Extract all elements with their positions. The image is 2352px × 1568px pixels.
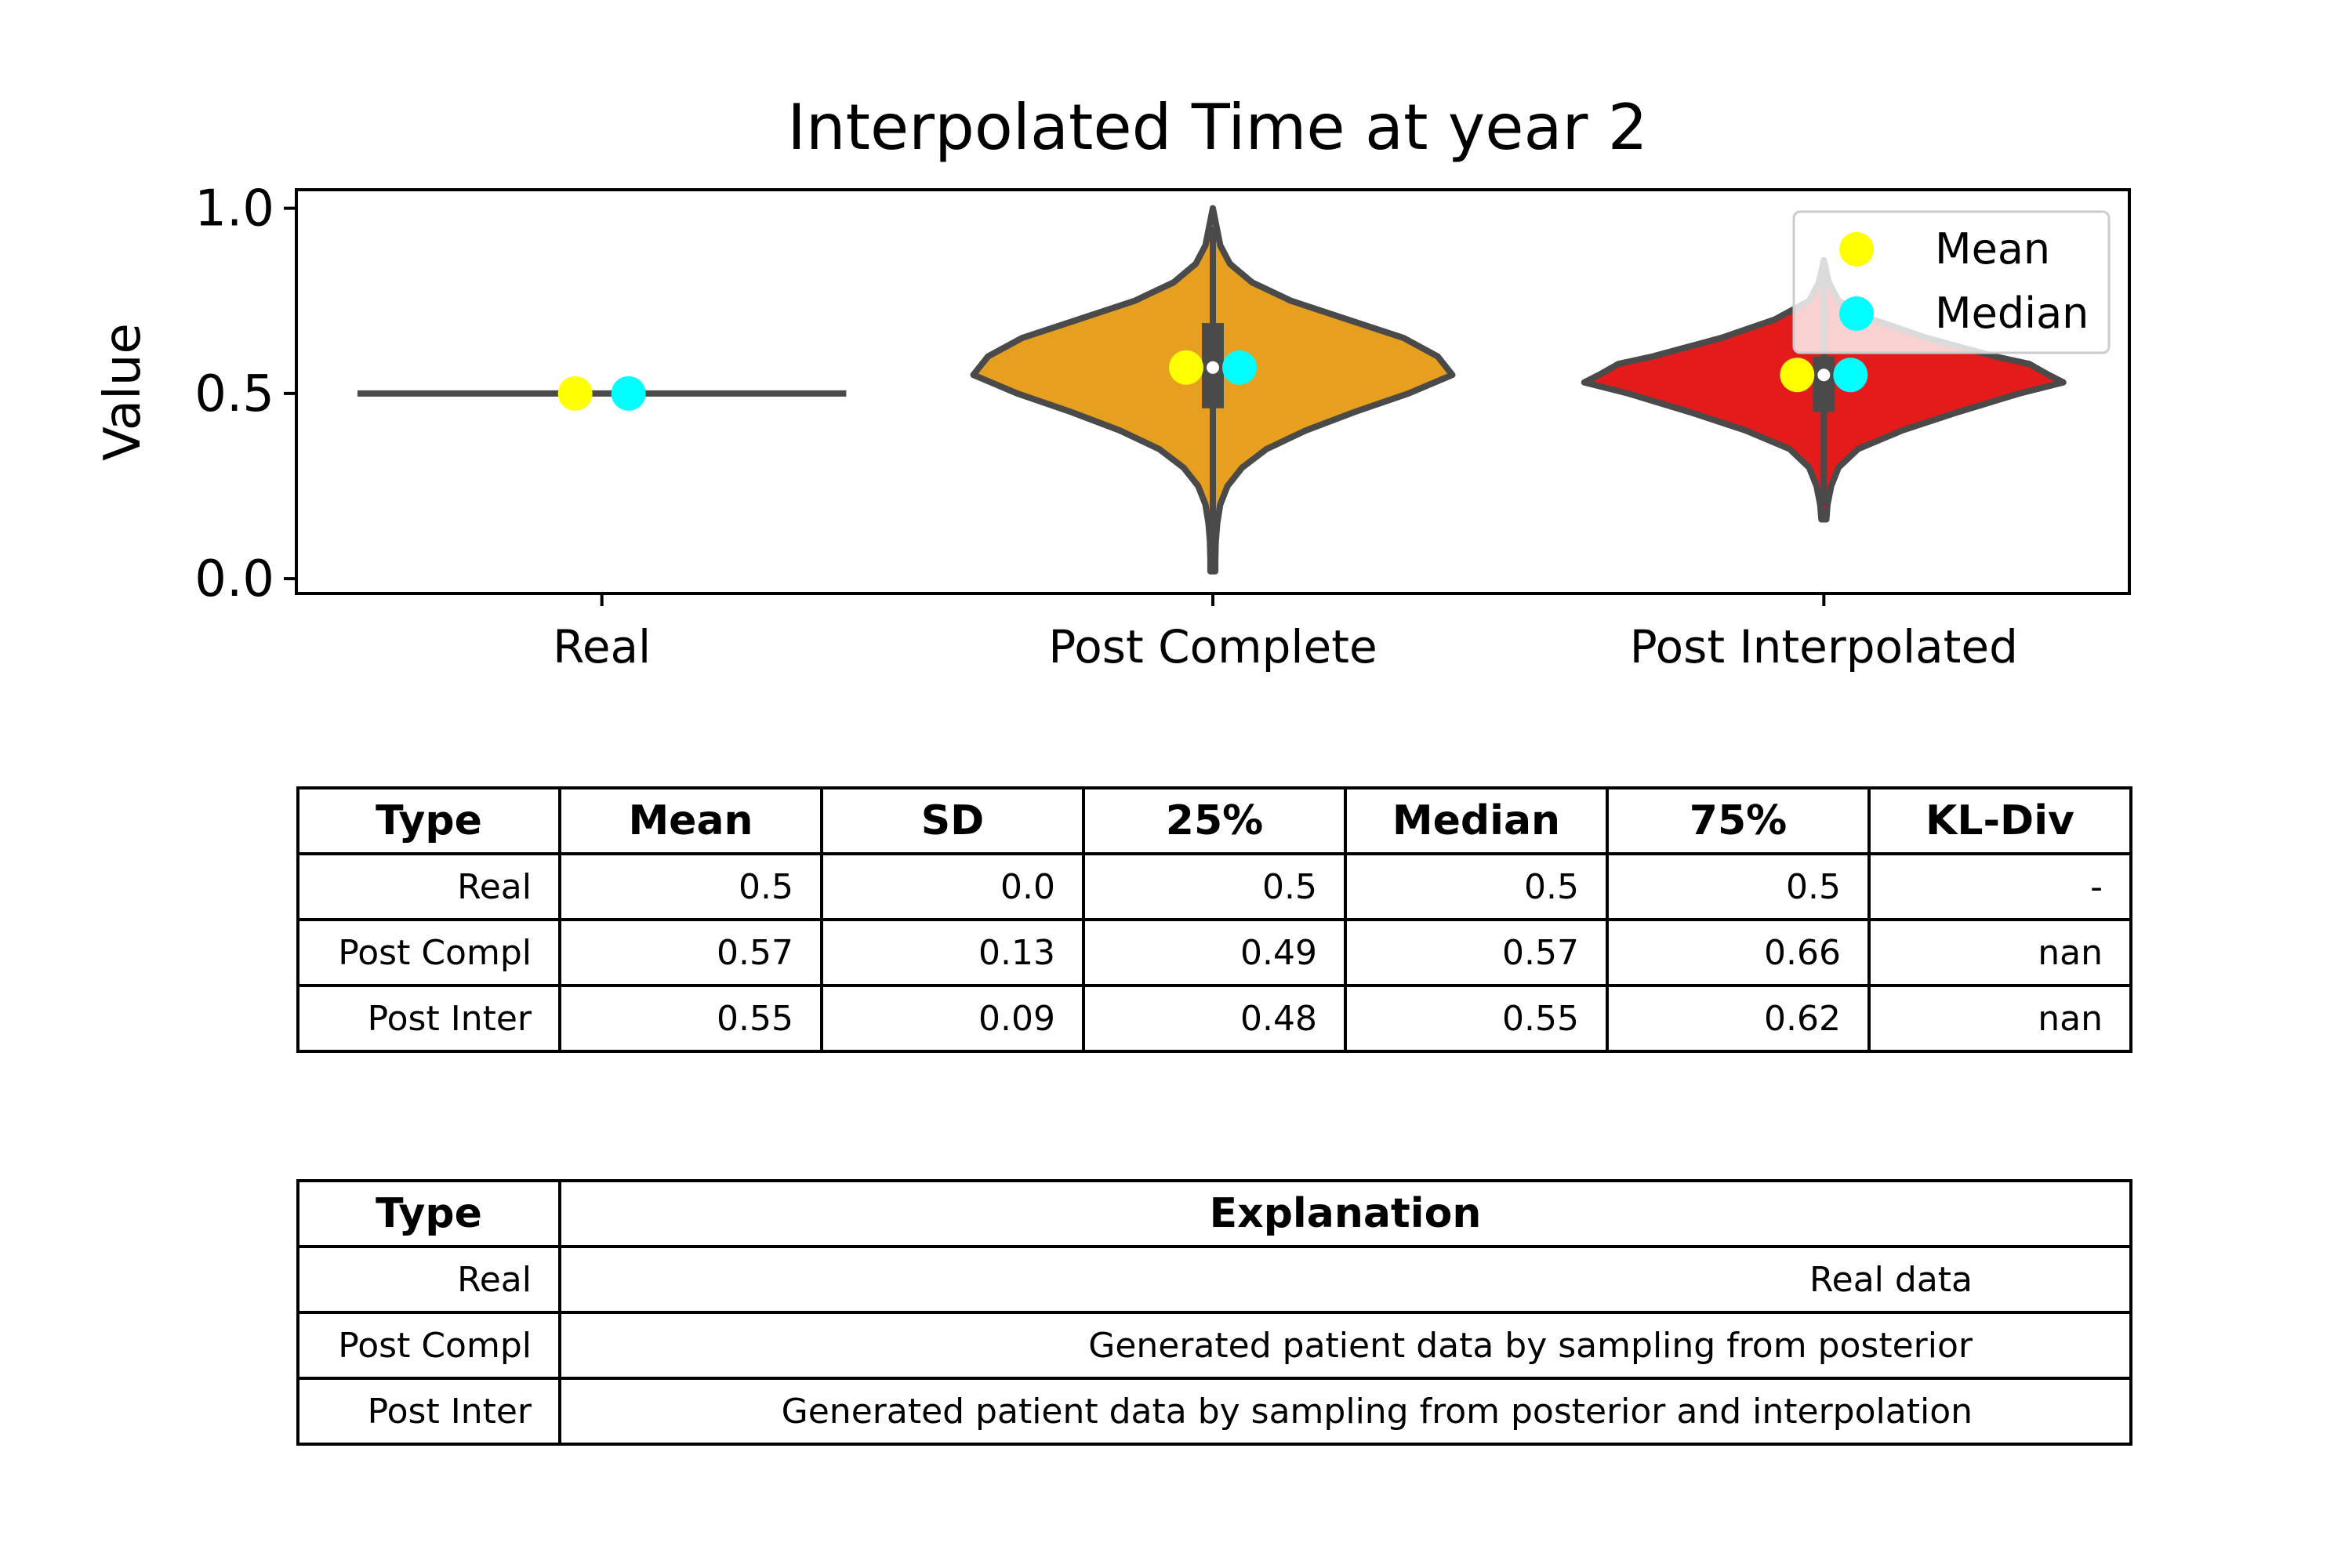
violin-box [1813,356,1835,412]
explain-text-cell: Real data [558,1245,2132,1314]
stats-cell: 0.0 [820,852,1085,921]
explain-header-type: Type [296,1179,561,1248]
stats-header-kl-div: KL-Div [1867,786,2132,855]
violin-chart: Interpolated Time at year 2 Value 0.0 0.5… [94,91,2131,673]
x-tick-label: Post Interpolated [1630,620,2018,673]
legend-label: Median [1935,289,2089,338]
mean-point [1169,350,1203,385]
stats-cell: 0.57 [1344,918,1609,987]
stats-cell: 0.62 [1606,984,1871,1053]
violin-post-complete [970,205,1456,575]
legend-marker [1839,232,1874,267]
stats-cell: nan [1867,984,2132,1053]
median-point [611,376,646,411]
table-row: Post Compl 0.57 0.13 0.49 0.57 0.66 nan [296,918,2132,987]
x-tick-label: Post Complete [1048,620,1377,673]
median-point [1222,350,1257,385]
legend: Mean Median [1792,210,2111,354]
table-row: Real Real data [296,1245,2132,1314]
y-axis-label: Value [94,323,152,461]
violin-median-marker [1817,368,1831,382]
explain-header-explanation: Explanation [558,1179,2132,1248]
stats-cell: 0.55 [558,984,823,1053]
explain-text-cell: Generated patient data by sampling from … [558,1377,2132,1446]
explain-type-cell: Post Compl [296,1311,561,1380]
violin-median-marker [1207,361,1219,374]
x-axis: Real Post Complete Post Interpolated [553,593,2018,673]
table-row: Real 0.5 0.0 0.5 0.5 0.5 - [296,852,2132,921]
stats-header-sd: SD [820,786,1085,855]
stats-cell: 0.09 [820,984,1085,1053]
y-tick-label: 1.0 [194,180,274,238]
mean-point [557,376,593,411]
table-row: Post Inter 0.55 0.09 0.48 0.55 0.62 nan [296,984,2132,1053]
y-axis: 0.0 0.5 1.0 [194,180,296,608]
stats-header-mean: Mean [558,786,823,855]
explanation-table: Type Explanation Real Real data Post Com… [296,1179,2132,1446]
stats-cell: Real [296,852,561,921]
stats-cell: 0.5 [1606,852,1871,921]
violin-real [357,376,847,411]
legend-marker [1839,296,1874,331]
stats-cell: 0.49 [1082,918,1347,987]
stats-header-q75: 75% [1606,786,1871,855]
table-row: Post Compl Generated patient data by sam… [296,1311,2132,1380]
table-row: Post Inter Generated patient data by sam… [296,1377,2132,1446]
stats-header-q25: 25% [1082,786,1347,855]
stats-cell: 0.48 [1082,984,1347,1053]
mean-point [1780,358,1815,393]
plot-frame [295,188,2131,595]
stats-cell: 0.5 [1344,852,1609,921]
stats-header-row: Type Mean SD 25% Median 75% KL-Div [296,786,2132,855]
stats-cell: Post Compl [296,918,561,987]
stats-cell: - [1867,852,2132,921]
stats-header-type: Type [296,786,561,855]
x-tick-label: Real [553,620,651,673]
explain-type-cell: Real [296,1245,561,1314]
y-tick-label: 0.0 [194,550,274,608]
statistics-table: Type Mean SD 25% Median 75% KL-Div Real … [296,786,2132,1053]
explain-header-row: Type Explanation [296,1179,2132,1248]
stats-cell: 0.5 [1082,852,1347,921]
stats-cell: nan [1867,918,2132,987]
stats-cell: 0.55 [1344,984,1609,1053]
stats-header-median: Median [1344,786,1609,855]
stats-cell: 0.13 [820,918,1085,987]
stats-cell: 0.57 [558,918,823,987]
stats-cell: 0.66 [1606,918,1871,987]
chart-title: Interpolated Time at year 2 [787,91,1647,164]
explain-text-cell: Generated patient data by sampling from … [558,1311,2132,1380]
stats-cell: Post Inter [296,984,561,1053]
y-tick-label: 0.5 [194,365,274,423]
median-point [1833,358,1868,393]
explain-type-cell: Post Inter [296,1377,561,1446]
stats-cell: 0.5 [558,852,823,921]
violins-group [357,205,2067,575]
legend-label: Mean [1935,224,2050,274]
